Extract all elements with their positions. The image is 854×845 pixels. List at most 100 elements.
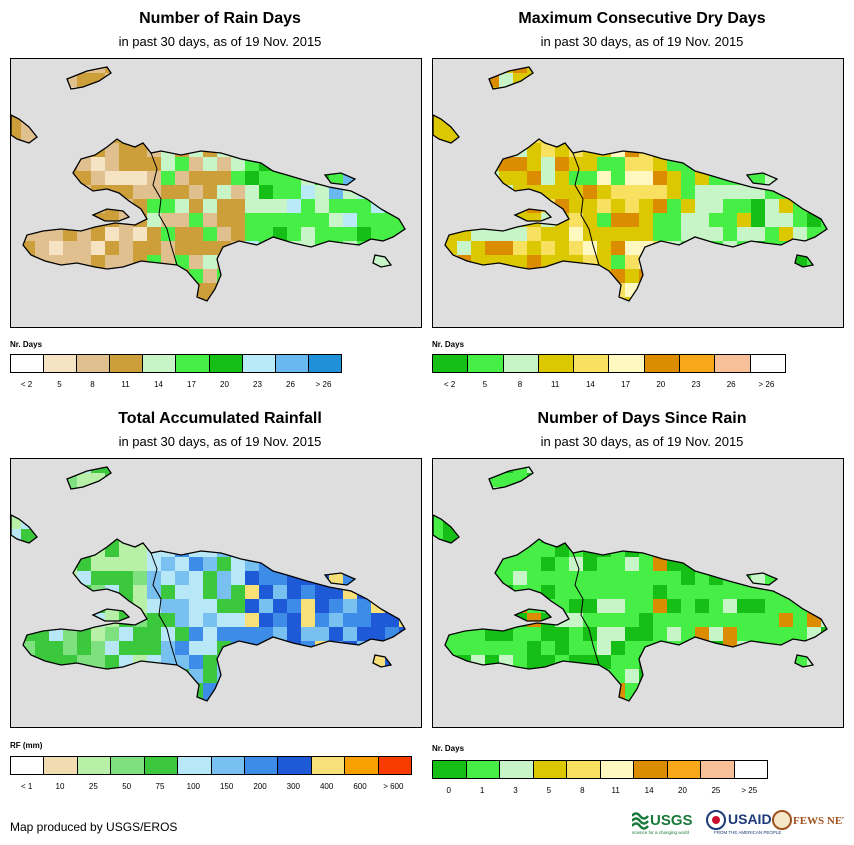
grid-cell <box>91 67 105 73</box>
map-rainfall <box>10 458 422 728</box>
legend-tick-label: 11 <box>611 786 620 795</box>
grid-cell <box>527 571 541 585</box>
grid-cell <box>301 599 315 613</box>
grid-cell <box>639 213 653 227</box>
grid-cell <box>597 199 611 213</box>
grid-cell <box>793 213 807 227</box>
grid-cell <box>259 571 273 585</box>
legend-tick-label: 200 <box>253 782 267 791</box>
grid-cell <box>119 543 133 557</box>
legend-title: Nr. Days <box>432 340 465 349</box>
grid-cell <box>653 227 667 241</box>
grid-cell <box>793 227 807 241</box>
grid-cell <box>315 199 329 213</box>
grid-cell <box>371 627 385 641</box>
grid-cell <box>555 185 569 199</box>
grid-cell <box>161 241 175 255</box>
grid-cell <box>91 241 105 255</box>
grid-cell <box>513 241 527 255</box>
grid-cell <box>793 627 807 641</box>
coastline <box>433 514 460 544</box>
grid-cell <box>77 473 91 487</box>
grid-cell <box>259 213 273 227</box>
grid-cell <box>105 641 119 655</box>
grid-cell <box>611 199 625 213</box>
grid-cell <box>371 227 385 241</box>
grid-cell <box>667 585 681 599</box>
grid-cell <box>653 557 667 571</box>
grid-cell <box>765 199 779 213</box>
grid-cell <box>611 599 625 613</box>
grid-cell <box>231 227 245 241</box>
legend-swatch <box>574 355 610 372</box>
grid-cell <box>723 613 737 627</box>
grid-cell <box>189 213 203 227</box>
grid-cell <box>541 227 555 241</box>
grid-cell <box>653 599 667 613</box>
grid-cell <box>625 241 639 255</box>
grid-cell <box>245 171 259 185</box>
grid-cell <box>231 199 245 213</box>
grid-cell <box>11 515 21 529</box>
grid-cell <box>91 467 105 473</box>
grid-cell <box>457 641 471 655</box>
grid-cell <box>597 599 611 613</box>
legend-tick-label: < 1 <box>20 782 33 791</box>
legend-swatch <box>244 757 279 774</box>
grid-cell <box>203 599 217 613</box>
grid-cell <box>161 571 175 585</box>
legend-swatch <box>533 761 567 778</box>
legend-swatch <box>77 757 112 774</box>
grid-cell <box>91 571 105 585</box>
grid-cell <box>371 213 385 227</box>
grid-cell <box>611 627 625 641</box>
grid-cell <box>681 613 695 627</box>
legend-swatch <box>634 761 668 778</box>
grid-cell <box>569 227 583 241</box>
coastline <box>91 208 131 222</box>
legend-tick-label: > 25 <box>741 786 758 795</box>
grid-cell <box>779 613 793 627</box>
grid-cell <box>583 571 597 585</box>
grid-cell <box>287 599 301 613</box>
legend-tick-label: 8 <box>90 380 95 389</box>
grid-cell <box>471 641 485 655</box>
grid-cell <box>161 557 175 571</box>
legend-tick-label: 0 <box>446 786 451 795</box>
grid-cell <box>11 529 21 543</box>
map-credit: Map produced by USGS/EROS <box>10 820 178 834</box>
grid-cell <box>217 171 231 185</box>
legend-swatch <box>503 355 539 372</box>
svg-text:USAID: USAID <box>728 811 772 827</box>
grid-cell <box>541 627 555 641</box>
coastline <box>488 466 534 490</box>
grid-cell <box>329 613 343 627</box>
grid-cell <box>737 613 751 627</box>
grid-cell <box>639 557 653 571</box>
grid-cell <box>273 199 287 213</box>
grid-cell <box>485 241 499 255</box>
grid-cell <box>175 199 189 213</box>
panel-subtitle: in past 30 days, as of 19 Nov. 2015 <box>540 34 744 49</box>
grid-cell <box>133 571 147 585</box>
grid-cell <box>287 185 301 199</box>
grid-cell <box>569 599 583 613</box>
grid-cell <box>597 585 611 599</box>
legend-bar <box>10 354 342 373</box>
grid-cell <box>639 613 653 627</box>
grid-cell <box>189 157 203 171</box>
grid-cell <box>203 585 217 599</box>
grid-cell <box>723 599 737 613</box>
legend-swatch <box>308 355 341 372</box>
grid-cell <box>723 185 737 199</box>
grid-cell <box>203 269 217 283</box>
grid-cell <box>737 599 751 613</box>
grid-cell <box>569 185 583 199</box>
legend-tick-label: > 600 <box>383 782 404 791</box>
grid-cell <box>443 529 457 543</box>
grid-cell <box>105 227 119 241</box>
grid-cell <box>611 557 625 571</box>
grid-cell <box>231 571 245 585</box>
grid-cell <box>315 599 329 613</box>
grid-cell <box>343 213 357 227</box>
